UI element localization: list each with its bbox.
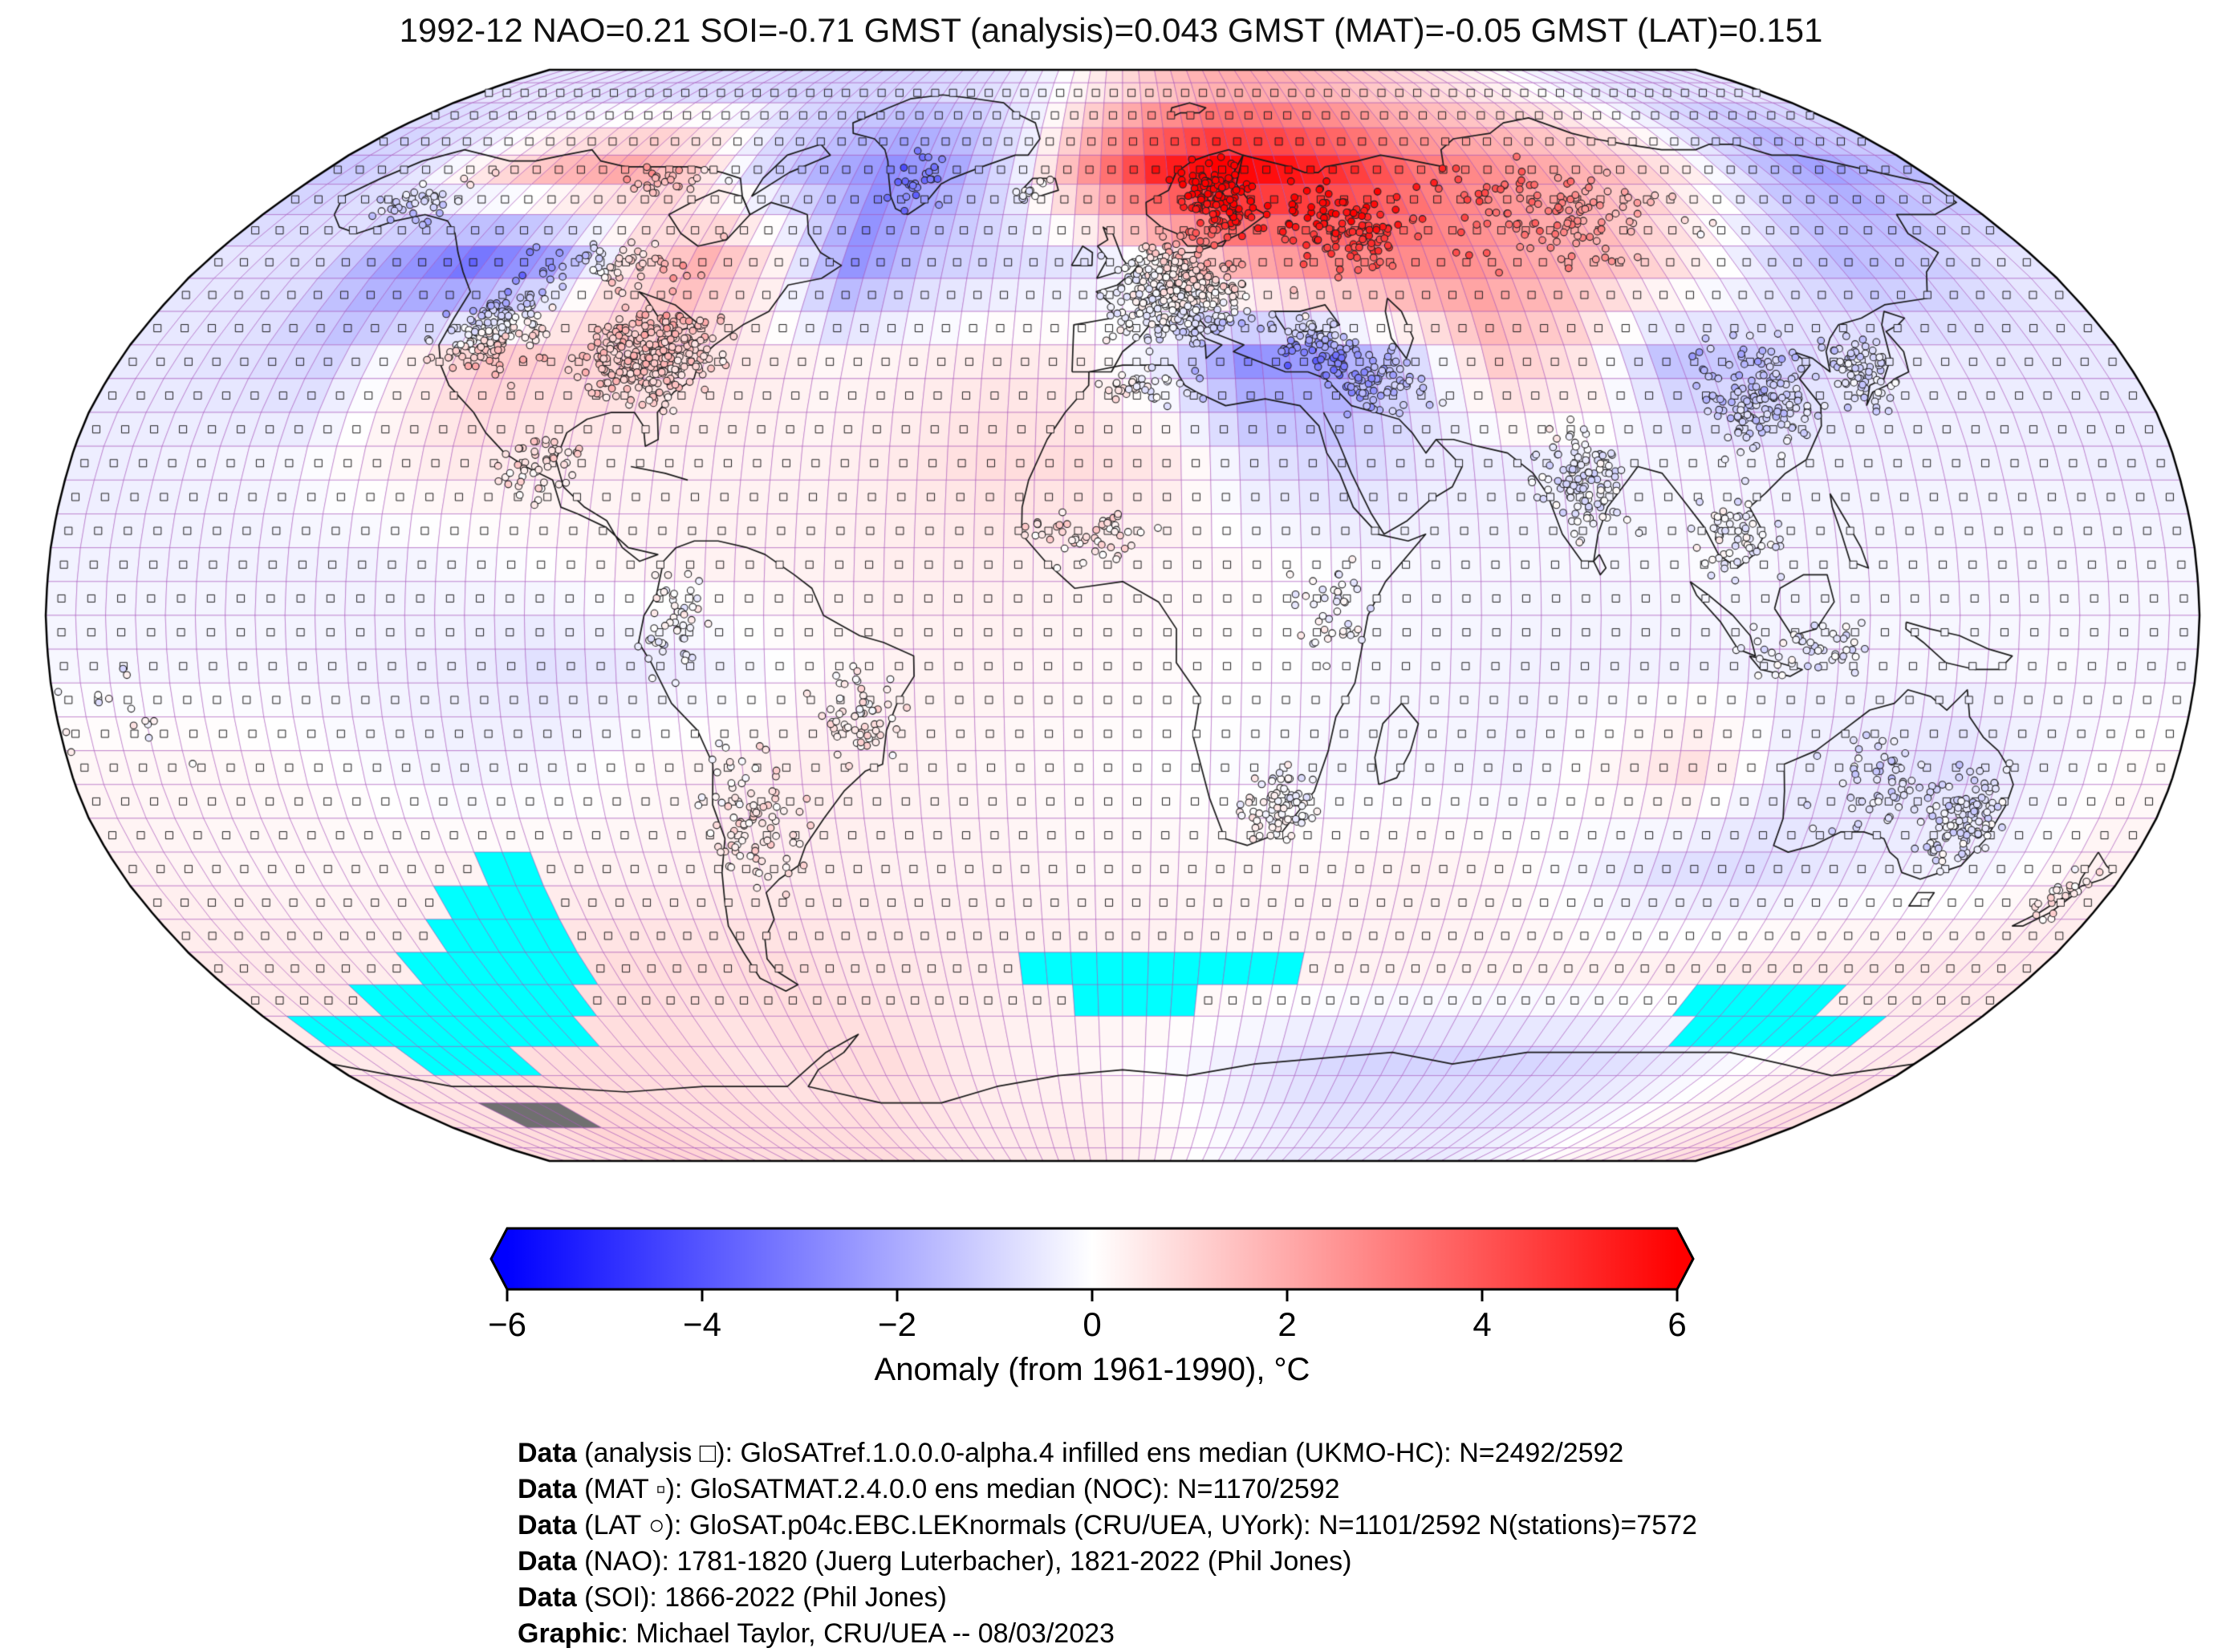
colorbar-gradient-bar <box>489 1227 1695 1291</box>
footer-line: Data (LAT ○): GloSAT.p04c.EBC.LEKnormals… <box>518 1510 1697 1540</box>
colorbar-tick-label: −2 <box>878 1305 916 1343</box>
colorbar-label: Anomaly (from 1961-1990), °C <box>875 1352 1310 1387</box>
colorbar-tick-label: 6 <box>1668 1305 1686 1343</box>
colorbar-tick-label: 4 <box>1473 1305 1491 1343</box>
colorbar-tick-label: −6 <box>489 1305 526 1343</box>
colorbar-ticks: −6 −4 −2 0 2 4 6 <box>489 1289 1687 1343</box>
colorbar-tick-label: 0 <box>1083 1305 1101 1343</box>
colorbar: −6 −4 −2 0 2 4 6 Anomaly (from 1961-1990), °C <box>489 1227 1695 1387</box>
world-map <box>22 46 2222 1169</box>
footer-line: Data (MAT ▫): GloSATMAT.2.4.0.0 ens medi… <box>518 1474 1340 1504</box>
footer-line: Data (analysis □): GloSATref.1.0.0.0-alp… <box>518 1438 1624 1468</box>
figure-title: 1992-12 NAO=0.21 SOI=-0.71 GMST (analysi… <box>399 11 1823 49</box>
footer-line: Graphic: Michael Taylor, CRU/UEA -- 08/0… <box>518 1618 1115 1649</box>
footer-line: Data (SOI): 1866-2022 (Phil Jones) <box>518 1582 947 1613</box>
colorbar-tick-label: 2 <box>1278 1305 1296 1343</box>
footer: Data (analysis □): GloSATref.1.0.0.0-alp… <box>518 1435 1697 1652</box>
footer-line: Data (NAO): 1781-1820 (Juerg Luterbacher… <box>518 1546 1352 1577</box>
colorbar-tick-label: −4 <box>683 1305 721 1343</box>
